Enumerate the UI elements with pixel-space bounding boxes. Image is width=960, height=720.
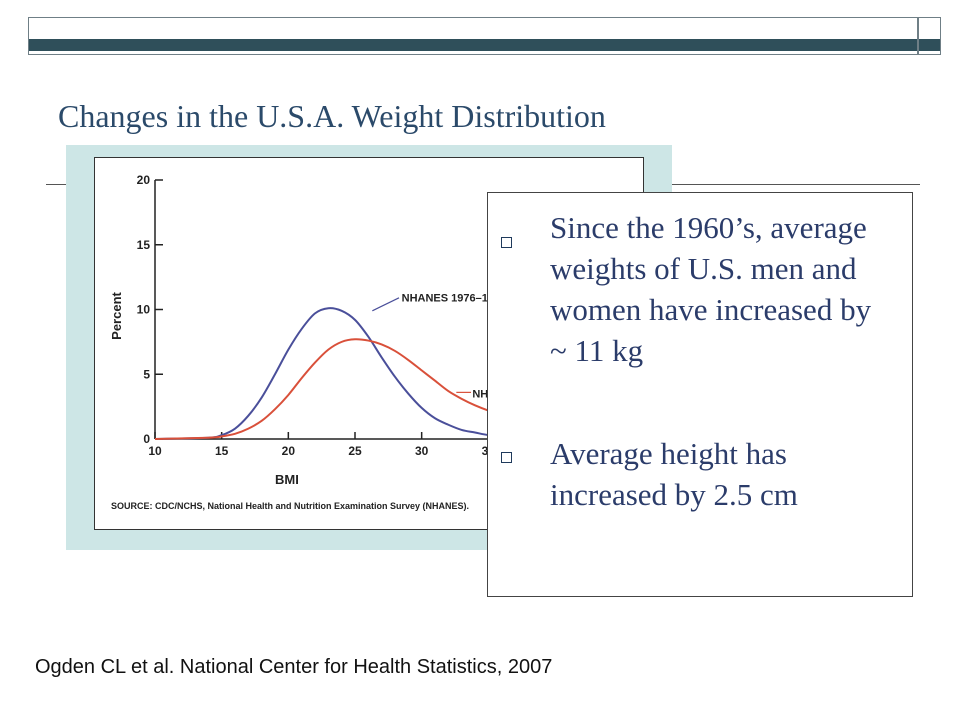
title-rule-left [46, 184, 66, 185]
slide-title: Changes in the U.S.A. Weight Distributio… [58, 98, 606, 134]
square-bullet-icon [501, 237, 512, 248]
x-tick-label: 15 [215, 444, 229, 458]
header-band [29, 39, 917, 51]
x-tick-label: 10 [148, 444, 162, 458]
header-bar [28, 17, 918, 55]
title-rule-right [664, 184, 920, 185]
header-square [918, 17, 941, 55]
y-tick-label: 20 [137, 173, 151, 187]
x-axis-label: BMI [275, 472, 299, 487]
series-lines [154, 297, 516, 440]
x-tick-label: 25 [348, 444, 362, 458]
square-bullet-icon [501, 452, 512, 463]
y-tick-label: 15 [137, 238, 151, 252]
header-square-band [919, 39, 940, 51]
series-line-0 [154, 307, 516, 440]
series-label-leader [372, 297, 400, 312]
bullet-text-box: Since the 1960’s, average weights of U.S… [487, 192, 913, 597]
y-tick-label: 5 [143, 367, 150, 381]
x-tick-label: 30 [415, 444, 429, 458]
y-tick-label: 0 [143, 432, 150, 446]
citation: Ogden CL et al. National Center for Heal… [35, 656, 553, 678]
y-axis: 0 5 10 15 20 [137, 173, 163, 446]
y-tick-label: 10 [137, 303, 151, 317]
x-tick-label: 20 [282, 444, 296, 458]
bullet-text: Average height has increased by 2.5 cm [550, 436, 798, 512]
series-line-1 [154, 338, 516, 440]
y-axis-label: Percent [109, 291, 124, 339]
series-label-nhanes-1976-1980: NHANES 1976–1980 [402, 293, 507, 305]
bullet-text: Since the 1960’s, average weights of U.S… [550, 210, 872, 368]
x-axis: 101520253035 [148, 432, 595, 458]
series-label-nh: NH [472, 389, 488, 401]
chart-source-note: SOURCE: CDC/NCHS, National Health and Nu… [111, 501, 469, 511]
